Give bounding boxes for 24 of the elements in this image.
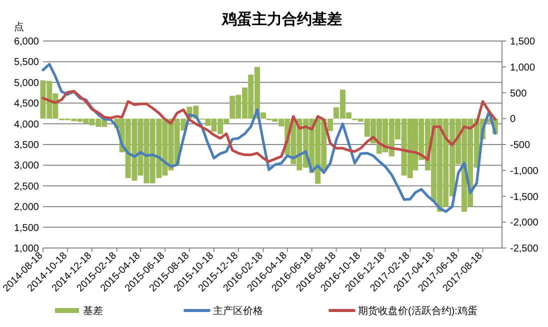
y-tick-label: 4,500 [14, 98, 40, 110]
y-tick-label: 2,000 [14, 202, 40, 214]
y2-tick-label: 1,500 [510, 36, 536, 48]
y-tick-label: 6,000 [14, 36, 40, 48]
y2-tick-label: 1,000 [510, 62, 536, 74]
y-tick-label: 5,500 [14, 57, 40, 68]
y2-tick-label: -2,500 [510, 244, 539, 254]
legend-label: 基差 [83, 305, 103, 317]
y-tick-label: 5,000 [14, 78, 40, 89]
y2-tick-label: -1,000 [510, 166, 539, 177]
y-tick-label: 3,500 [14, 140, 40, 151]
chart-title: 鸡蛋主力合约基差 [221, 10, 342, 28]
y-tick-label: 3,000 [14, 160, 40, 172]
y-axis-title: 点 [14, 21, 24, 33]
legend-label: 主产区价格 [213, 305, 263, 317]
y2-tick-label: 0 [510, 114, 516, 126]
y-tick-label: 4,000 [14, 119, 40, 130]
y-tick-label: 1,500 [14, 222, 40, 234]
y2-tick-label: 500 [510, 88, 528, 100]
y2-tick-label: -1,500 [510, 192, 539, 203]
y2-tick-label: -500 [510, 140, 530, 151]
legend-label: 期货收盘价(活跃合约):鸡蛋 [358, 305, 478, 317]
y2-tick-label: -2,000 [510, 218, 539, 229]
y-tick-label: 2,500 [14, 181, 40, 192]
